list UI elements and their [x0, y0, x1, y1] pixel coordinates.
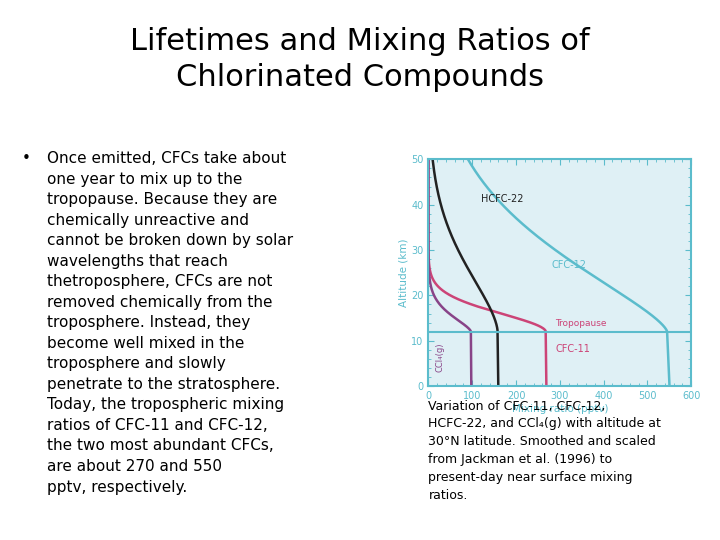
Text: present-day near surface mixing: present-day near surface mixing	[428, 471, 633, 484]
Text: CFC-12: CFC-12	[551, 260, 586, 270]
Text: Variation of CFC-11, CFC-12,: Variation of CFC-11, CFC-12,	[428, 400, 606, 413]
Text: are about 270 and 550: are about 270 and 550	[47, 459, 222, 474]
Text: tropopause. Because they are: tropopause. Because they are	[47, 192, 277, 207]
Text: one year to mix up to the: one year to mix up to the	[47, 172, 242, 187]
Text: Once emitted, CFCs take about: Once emitted, CFCs take about	[47, 151, 286, 166]
Text: HCFC-22: HCFC-22	[481, 194, 523, 205]
Text: troposphere and slowly: troposphere and slowly	[47, 356, 225, 372]
X-axis label: Mixing ratio (pptv): Mixing ratio (pptv)	[511, 404, 608, 414]
Text: become well mixed in the: become well mixed in the	[47, 336, 244, 351]
Text: Lifetimes and Mixing Ratios of
Chlorinated Compounds: Lifetimes and Mixing Ratios of Chlorinat…	[130, 27, 590, 92]
Text: wavelengths that reach: wavelengths that reach	[47, 254, 228, 269]
Text: thetroposphere, CFCs are not: thetroposphere, CFCs are not	[47, 274, 272, 289]
Text: chemically unreactive and: chemically unreactive and	[47, 213, 249, 228]
Text: •: •	[22, 151, 30, 166]
Text: Today, the tropospheric mixing: Today, the tropospheric mixing	[47, 397, 284, 413]
Text: ratios.: ratios.	[428, 489, 468, 502]
Y-axis label: Altitude (km): Altitude (km)	[398, 239, 408, 307]
Text: from Jackman et al. (1996) to: from Jackman et al. (1996) to	[428, 453, 613, 466]
Text: CFC-11: CFC-11	[555, 344, 590, 354]
Text: troposphere. Instead, they: troposphere. Instead, they	[47, 315, 250, 330]
Text: CCl₄(g): CCl₄(g)	[436, 343, 444, 373]
Text: HCFC-22, and CCl₄(g) with altitude at: HCFC-22, and CCl₄(g) with altitude at	[428, 417, 661, 430]
Text: penetrate to the stratosphere.: penetrate to the stratosphere.	[47, 377, 280, 392]
Text: pptv, respectively.: pptv, respectively.	[47, 480, 187, 495]
Text: ratios of CFC-11 and CFC-12,: ratios of CFC-11 and CFC-12,	[47, 418, 268, 433]
Text: Tropopause: Tropopause	[555, 319, 607, 328]
Text: cannot be broken down by solar: cannot be broken down by solar	[47, 233, 293, 248]
Text: removed chemically from the: removed chemically from the	[47, 295, 272, 310]
Text: the two most abundant CFCs,: the two most abundant CFCs,	[47, 438, 274, 454]
Text: 30°N latitude. Smoothed and scaled: 30°N latitude. Smoothed and scaled	[428, 435, 656, 448]
